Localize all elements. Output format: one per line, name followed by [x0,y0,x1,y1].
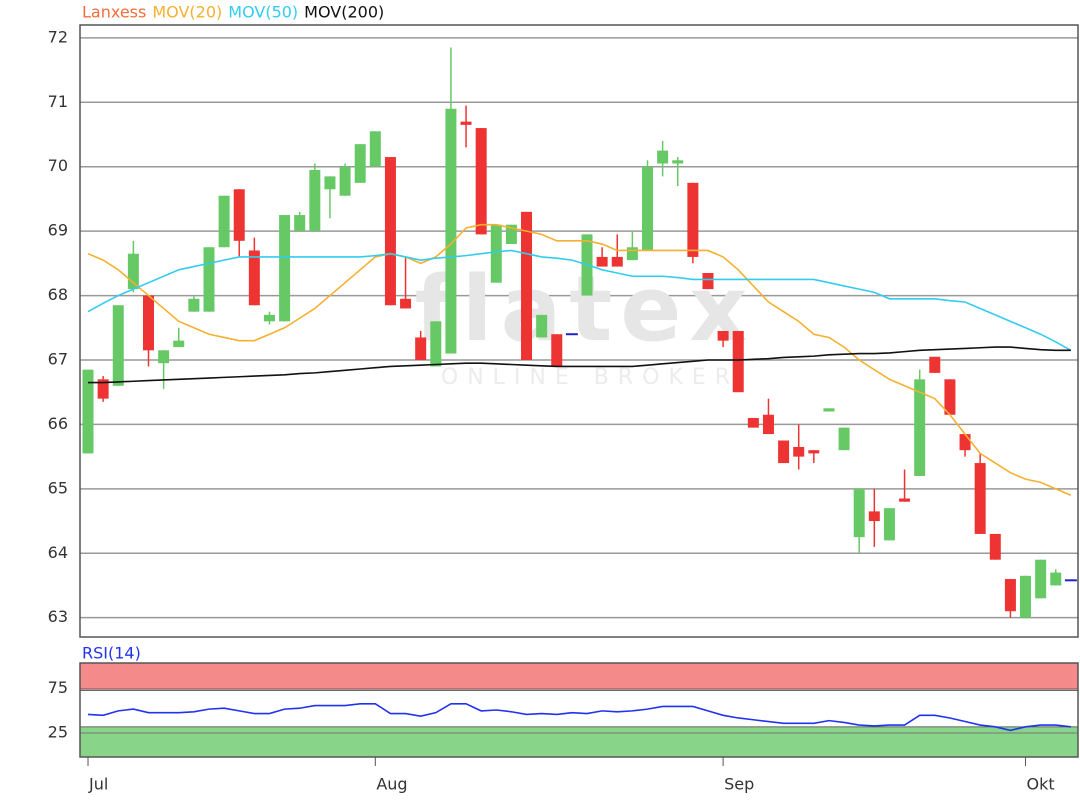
y-tick-label: 68 [48,285,68,304]
y-tick-label: 72 [48,27,68,46]
candle-body [158,350,170,364]
candle-body [203,247,215,312]
y-tick-label: 64 [48,543,68,562]
x-tick-label: Jul [88,775,108,794]
candle-body [521,211,533,360]
candle-body [127,253,139,290]
y-tick-label: 71 [48,92,68,111]
candle-body [294,215,306,232]
candle-body [702,273,714,290]
candle-body [868,511,880,522]
candle-body [883,508,895,541]
candle-body [248,250,260,306]
candle-body [974,463,986,534]
candle-body [717,331,729,341]
candle-body [793,446,805,457]
candle-body [354,144,366,183]
y-tick-label: 25 [48,723,68,742]
legend-entry: MOV(50) [228,3,298,22]
x-tick-label: Aug [376,775,407,794]
candle-body [687,182,699,257]
candle-body [415,337,427,360]
candle-body [808,450,820,454]
candle-body [732,331,744,393]
candle-body [384,157,396,306]
y-tick-label: 70 [48,156,68,175]
candle-body [596,256,608,267]
candle-body [218,195,230,248]
candle-body [460,121,472,125]
x-tick-label: Sep [724,775,754,794]
candle-body [657,150,669,164]
candle-body [173,340,185,348]
candle-body [97,379,109,399]
candle-body [1020,575,1032,618]
candle-body [490,224,502,283]
y-tick-label: 75 [48,678,68,697]
candle-body [914,379,926,476]
plot-frame [79,24,1079,638]
rsi-line [87,702,1071,732]
candle-body [747,417,759,428]
candle-body [188,298,200,312]
rsi-zone [79,662,1079,691]
rsi-zone [79,726,1079,758]
candle-body [626,247,638,261]
candle-body [536,314,548,338]
panel-frame [79,662,1079,758]
candle-body [641,166,653,251]
legend-entry: MOV(200) [304,3,384,22]
candle-body [944,379,956,415]
candle-body [112,305,124,386]
candle-body [929,356,941,373]
legend-entry: MOV(20) [152,3,222,22]
candle-body [142,295,154,351]
candle-body [430,321,442,367]
candle-body [1004,579,1016,612]
candle-body [989,533,1001,560]
candle-body [339,166,351,196]
watermark-sub: ONLINE BROKER [441,365,739,390]
candle-body [309,169,321,232]
candle-body [611,256,623,267]
moving-average-line [88,346,1071,384]
watermark: flatex [415,257,756,362]
candle-body [853,488,865,538]
x-tick-label: Okt [1027,775,1055,794]
y-tick-label: 69 [48,221,68,240]
y-tick-label: 67 [48,349,68,368]
candle-body [505,224,517,245]
candle-body [762,414,774,435]
candle-body [475,128,487,235]
panel-label: RSI(14) [82,644,141,663]
legend-entry: Lanxess [82,3,146,22]
moving-average-line [87,223,1072,497]
candle-body [959,434,971,451]
candle-body [369,131,381,167]
candle-body [1035,559,1047,599]
candle-body [400,298,412,309]
candle-body [899,498,911,502]
candle-body [672,160,684,164]
candle-body [778,440,790,464]
candle-body [838,427,850,451]
candle-body [233,189,245,241]
candle-body [279,215,291,322]
moving-average-line [87,249,1072,352]
y-tick-label: 63 [48,607,68,626]
candle-body [823,408,835,412]
candle-body [551,334,563,367]
candle-body [324,176,336,190]
candle-body [82,369,94,454]
candle-body [263,314,275,322]
candle-body [1050,572,1062,586]
y-tick-label: 66 [48,414,68,433]
candle-body [445,108,457,354]
y-tick-label: 65 [48,478,68,497]
